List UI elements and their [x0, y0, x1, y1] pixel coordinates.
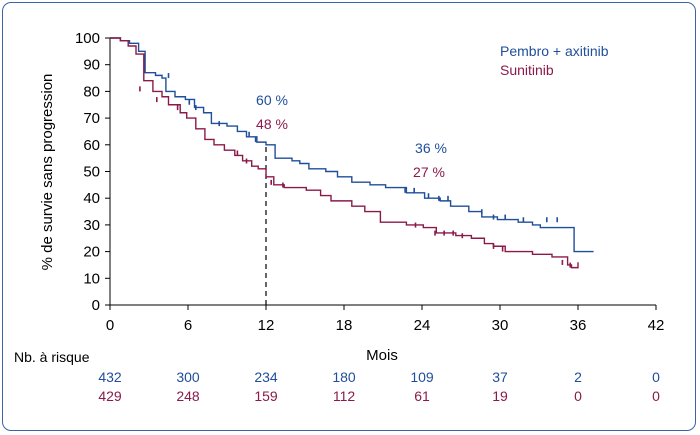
at-risk-value: 0	[652, 388, 660, 404]
at-risk-value: 159	[254, 388, 278, 404]
milestone-12-pembro: 60 %	[256, 92, 288, 108]
x-axis-label: Mois	[366, 347, 398, 364]
x-tick-label: 24	[414, 317, 431, 334]
at-risk-row-sunitinib: 429 248 159 112 61 19 0 0	[0, 388, 700, 406]
legend-sunitinib: Sunitinib	[500, 62, 554, 78]
y-axis-label: % de survie sans progression	[39, 74, 56, 271]
axes: 0 10 20 30 40 50 60 70 80 90 100 0 6 12 18 24 30 36 42	[75, 30, 664, 334]
at-risk-value: 432	[98, 369, 122, 385]
x-tick-label: 18	[336, 317, 353, 334]
y-tick-label: 100	[75, 30, 100, 47]
x-tick-label: 6	[184, 317, 192, 334]
y-tick-label: 0	[92, 297, 100, 314]
milestone-12-sunitinib: 48 %	[256, 116, 288, 132]
at-risk-value: 429	[98, 388, 122, 404]
at-risk-title: Nb. à risque	[14, 349, 90, 365]
y-tick-label: 80	[83, 83, 100, 100]
y-tick-label: 40	[83, 190, 100, 207]
at-risk-value: 37	[492, 369, 508, 385]
y-tick-label: 50	[83, 164, 100, 181]
x-tick-label: 12	[258, 317, 275, 334]
at-risk-value: 180	[332, 369, 356, 385]
y-tick-label: 30	[83, 217, 100, 234]
x-tick-label: 42	[648, 317, 665, 334]
at-risk-value: 19	[492, 388, 508, 404]
at-risk-value: 248	[176, 388, 200, 404]
km-curve-sunitinib	[110, 37, 579, 269]
y-tick-label: 10	[83, 270, 100, 287]
at-risk-value: 234	[254, 369, 278, 385]
at-risk-value: 300	[176, 369, 200, 385]
milestone-24-sunitinib: 27 %	[413, 164, 445, 180]
at-risk-row-pembro-axitinib: 432 300 234 180 109 37 2 0	[0, 369, 700, 387]
y-tick-label: 90	[83, 57, 100, 74]
y-tick-label: 70	[83, 110, 100, 127]
at-risk-value: 112	[332, 388, 356, 404]
x-tick-label: 30	[492, 317, 509, 334]
chart-frame	[2, 2, 696, 431]
at-risk-value: 0	[652, 369, 660, 385]
x-tick-label: 36	[570, 317, 587, 334]
at-risk-value: 2	[574, 369, 582, 385]
x-tick-label: 0	[106, 317, 114, 334]
at-risk-value: 109	[410, 369, 434, 385]
at-risk-value: 61	[414, 388, 430, 404]
km-curve-pembro-axitinib	[110, 37, 594, 253]
legend-pembro-axitinib: Pembro + axitinib	[500, 43, 609, 59]
milestone-24-pembro: 36 %	[415, 140, 447, 156]
curves	[110, 37, 594, 269]
y-tick-label: 20	[83, 244, 100, 261]
y-tick-label: 60	[83, 137, 100, 154]
at-risk-value: 0	[574, 388, 582, 404]
